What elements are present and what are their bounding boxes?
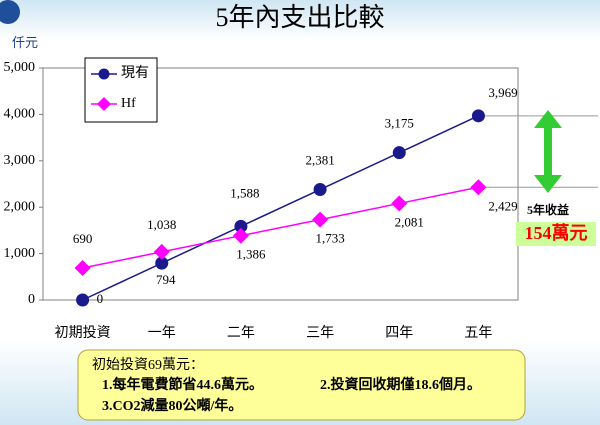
x-tick-label: 四年: [385, 325, 413, 341]
bracket-arrow-head: [534, 110, 562, 128]
x-tick-label: 三年: [306, 325, 334, 341]
legend-marker: [97, 97, 111, 111]
data-label: 690: [73, 231, 93, 246]
y-tick-label: 4,000: [4, 107, 36, 122]
marker: [313, 183, 327, 197]
annotation-value: 154萬元: [525, 223, 588, 243]
data-label: 2,429: [488, 198, 517, 213]
marker: [392, 146, 406, 160]
data-label: 0: [97, 291, 104, 306]
x-tick-label: 初期投資: [55, 324, 111, 341]
x-tick-label: 五年: [464, 325, 492, 341]
data-label: 1,038: [147, 217, 176, 232]
note-box: [77, 349, 526, 421]
data-label: 1,386: [236, 247, 266, 262]
data-label: 794: [156, 272, 176, 287]
legend: [84, 57, 158, 123]
x-tick-label: 二年: [227, 325, 255, 341]
marker: [471, 109, 485, 123]
data-label: 3,175: [385, 116, 414, 131]
data-label: 3,969: [488, 85, 517, 100]
note-line: 3.CO2減量80公噸/年。: [102, 397, 242, 414]
chart-title: 5年內支出比較: [215, 3, 384, 32]
y-tick-label: 5,000: [4, 60, 36, 75]
note-heading: 初始投資69萬元：: [92, 356, 204, 373]
top-band: [0, 0, 600, 40]
series-line: [82, 186, 479, 269]
marker: [76, 293, 90, 307]
annotation-label: 5年收益: [527, 202, 569, 217]
data-label: 1,733: [315, 231, 344, 246]
y-tick-label: 1,000: [4, 246, 36, 261]
marker: [391, 195, 408, 212]
marker: [153, 243, 170, 260]
bracket-arrow-head: [534, 175, 562, 193]
note-line: 2.投資回收期僅18.6個月。: [320, 376, 481, 393]
y-tick-label: 3,000: [4, 153, 36, 168]
x-tick-label: 一年: [148, 325, 176, 341]
y-tick-label: 0: [28, 292, 35, 307]
annotation-box: [516, 222, 596, 246]
y-tick-label: 2,000: [4, 199, 36, 214]
legend-label: 現有: [121, 65, 149, 81]
data-label: 2,381: [305, 153, 334, 168]
marker: [74, 259, 91, 276]
marker: [232, 227, 249, 244]
marker: [470, 179, 487, 196]
data-label: 2,081: [395, 214, 424, 229]
marker: [155, 256, 169, 270]
note-line: 1.每年電費節省44.6萬元。: [102, 376, 263, 393]
plot-frame: [42, 67, 519, 301]
marker: [312, 211, 329, 228]
data-label: 1,588: [230, 185, 259, 200]
plot: 0 1,000 2,000 3,000 4,000 5,000 初期投資 一年 二年 三年 四年 五年…: [4, 60, 598, 341]
legend-label: Hf: [121, 96, 136, 111]
marker: [234, 219, 248, 233]
series-line: [82, 115, 479, 301]
y-axis-label: 仟元: [12, 35, 38, 50]
legend-marker: [98, 68, 110, 80]
logo: [0, 0, 20, 24]
